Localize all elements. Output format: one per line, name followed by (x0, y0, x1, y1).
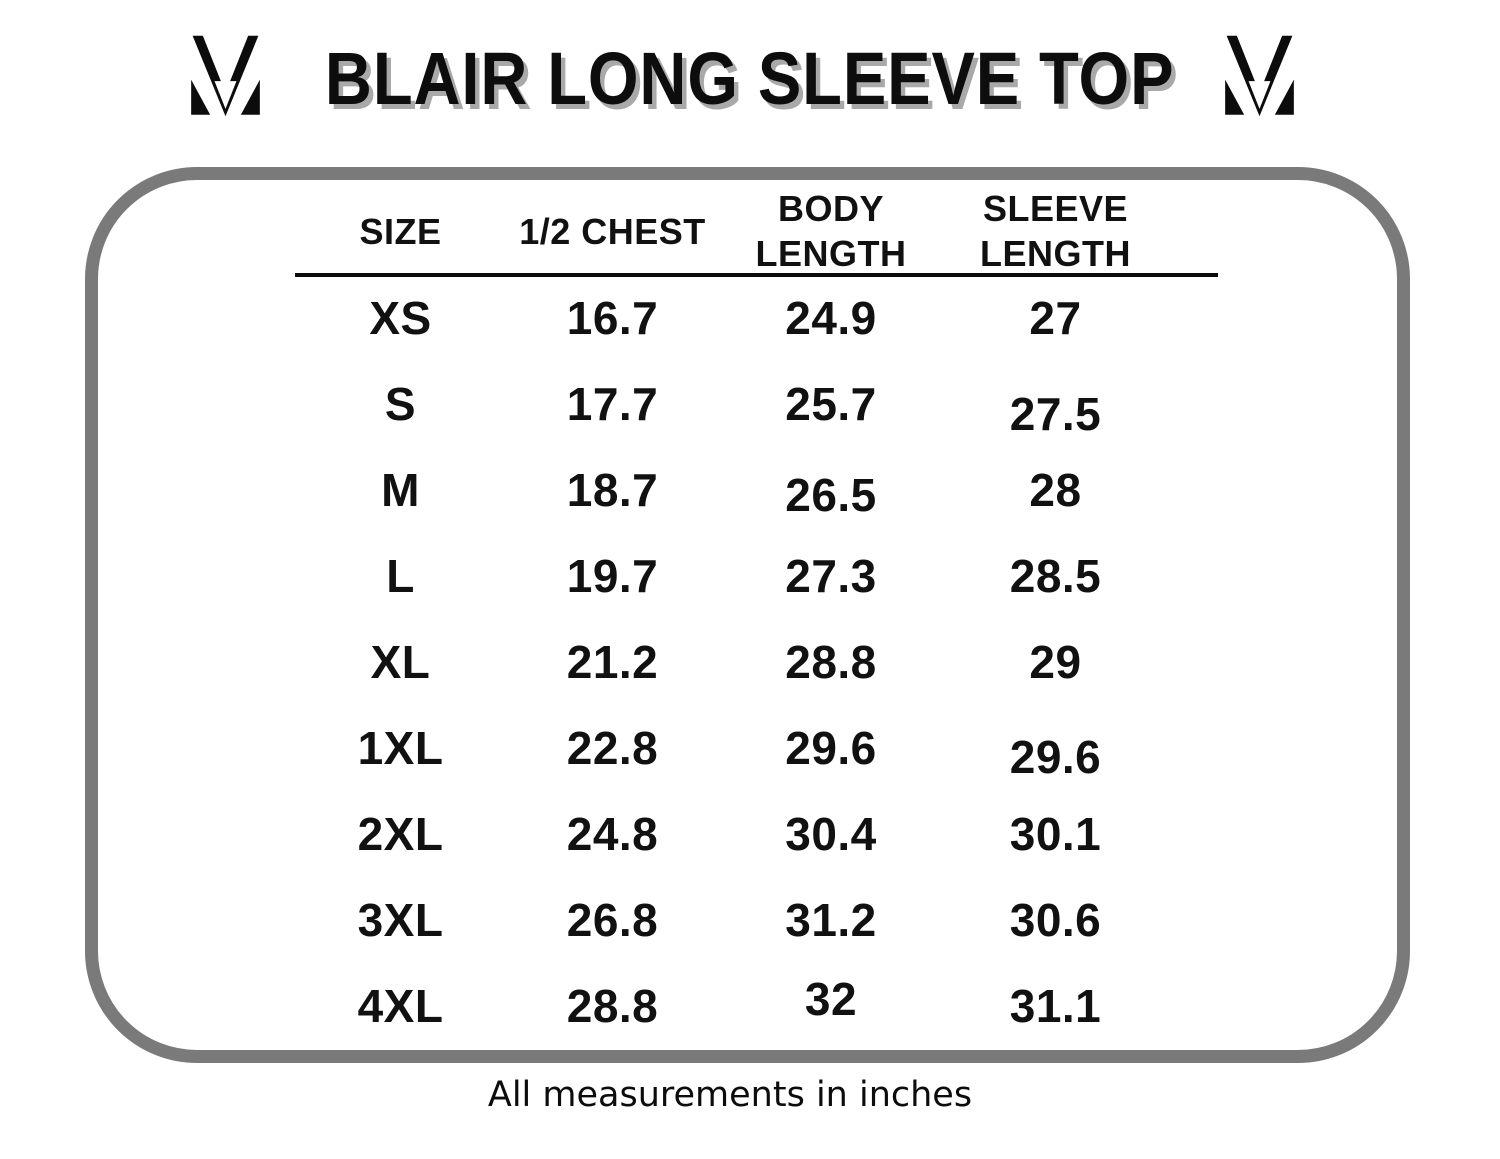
size-table-body: XS 16.7 24.9 27 S 17.7 25.7 27.5 M 18.7 … (295, 275, 1168, 1049)
size-table-header-row: SIZE 1/2 CHEST BODY LENGTH SLEEVE LENGTH (295, 186, 1168, 274)
size-table: SIZE 1/2 CHEST BODY LENGTH SLEEVE LENGTH… (98, 180, 1397, 1050)
body-length-cell: 25.7 (785, 378, 877, 430)
size-chart-panel: SIZE 1/2 CHEST BODY LENGTH SLEEVE LENGTH… (85, 167, 1410, 1063)
half-chest-cell: 19.7 (566, 550, 659, 602)
measurements-footnote: All measurements in inches (487, 1075, 973, 1115)
body-length-cell: 32 (804, 973, 858, 1025)
half-chest-cell: 24.8 (566, 808, 659, 860)
sleeve-length-cell: 30.1 (1009, 808, 1102, 860)
column-header-half-chest: 1/2 CHEST (519, 210, 706, 252)
size-cell: S (384, 378, 417, 430)
size-table-row: 3XL 26.8 31.2 30.6 (295, 877, 1168, 963)
size-cell: 1XL (357, 722, 444, 774)
brand-m-logo-icon (1225, 35, 1294, 117)
brand-m-logo-icon (191, 35, 260, 117)
size-table-row: 4XL 28.8 32 31.1 (295, 963, 1168, 1049)
body-length-cell: 26.5 (785, 469, 877, 521)
sleeve-length-cell: 27.5 (1009, 388, 1102, 440)
page-title: BLAIR LONG SLEEVE TOP (325, 36, 1175, 120)
column-header-body-length: BODY LENGTH (755, 188, 907, 274)
size-cell: 3XL (357, 894, 444, 946)
half-chest-cell: 18.7 (566, 464, 659, 516)
size-cell: L (386, 550, 415, 602)
size-cell: 2XL (357, 808, 444, 860)
size-table-row: 1XL 22.8 29.6 29.6 (295, 705, 1168, 791)
size-cell: 4XL (357, 980, 444, 1032)
size-table-row: XS 16.7 24.9 27 (295, 275, 1168, 361)
half-chest-cell: 17.7 (566, 378, 659, 430)
sleeve-length-cell: 29 (1029, 636, 1082, 688)
size-table-row: L 19.7 27.3 28.5 (295, 533, 1168, 619)
body-length-cell: 30.4 (785, 808, 877, 860)
body-length-cell: 27.3 (785, 550, 877, 602)
size-table-row: XL 21.2 28.8 29 (295, 619, 1168, 705)
size-cell: M (381, 464, 420, 516)
half-chest-cell: 22.8 (566, 722, 659, 774)
half-chest-cell: 21.2 (566, 636, 659, 688)
body-length-cell: 31.2 (785, 894, 877, 946)
body-length-cell: 24.9 (785, 292, 877, 344)
size-table-row: M 18.7 26.5 28 (295, 447, 1168, 533)
half-chest-cell: 16.7 (566, 292, 659, 344)
half-chest-cell: 28.8 (566, 980, 659, 1032)
size-table-row: 2XL 24.8 30.4 30.1 (295, 791, 1168, 877)
sleeve-length-cell: 29.6 (1009, 731, 1102, 783)
size-table-row: S 17.7 25.7 27.5 (295, 361, 1168, 447)
column-header-size: SIZE (359, 210, 442, 252)
page-header: BLAIR LONG SLEEVE TOP (0, 28, 1500, 128)
sleeve-length-cell: 30.6 (1009, 894, 1102, 946)
sleeve-length-cell: 28 (1029, 464, 1082, 516)
sleeve-length-cell: 28.5 (1009, 550, 1102, 602)
size-cell: XL (370, 636, 431, 688)
column-header-sleeve-length: SLEEVE LENGTH (980, 188, 1131, 274)
body-length-cell: 28.8 (785, 636, 877, 688)
half-chest-cell: 26.8 (566, 894, 659, 946)
sleeve-length-cell: 31.1 (1009, 980, 1102, 1032)
size-cell: XS (369, 292, 432, 344)
body-length-cell: 29.6 (785, 722, 877, 774)
sleeve-length-cell: 27 (1029, 292, 1082, 344)
header-divider (295, 273, 1218, 277)
